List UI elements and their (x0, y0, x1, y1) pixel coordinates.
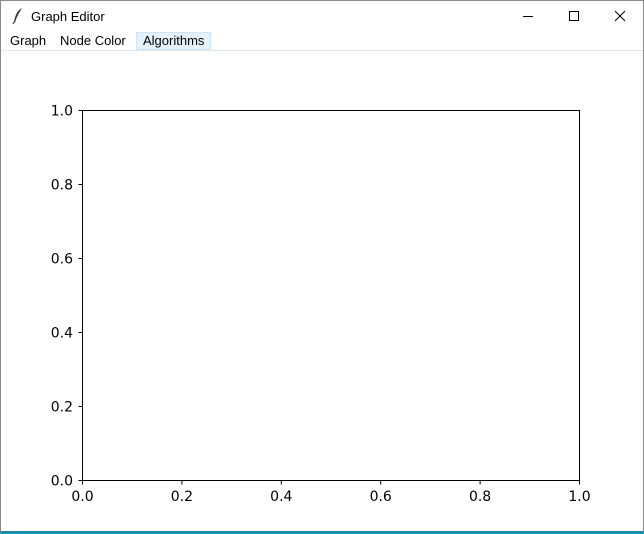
y-tick-label: 0.0 (51, 474, 73, 490)
minimize-icon (523, 16, 533, 17)
window-title: Graph Editor (31, 9, 105, 24)
title-bar[interactable]: Graph Editor (1, 1, 643, 31)
maximize-button[interactable] (551, 1, 597, 31)
plot-canvas[interactable]: 0.0 0.2 0.4 0.6 0.8 1.0 0.0 0.2 0.4 0.6 0.8 1.0 (1, 51, 643, 531)
x-tick-label: 0.4 (270, 489, 292, 505)
x-tick-label: 1.0 (568, 489, 590, 505)
y-tick-label: 0.6 (51, 252, 73, 268)
close-button[interactable] (597, 1, 643, 31)
plot-frame (82, 110, 580, 481)
y-tick-label: 0.2 (51, 400, 73, 416)
y-tick-label: 0.4 (51, 326, 73, 342)
x-tick-label: 0.8 (469, 489, 491, 505)
x-tick-label: 0.0 (71, 489, 93, 505)
chart-svg[interactable]: 0.0 0.2 0.4 0.6 0.8 1.0 0.0 0.2 0.4 0.6 0.8 1.0 (1, 51, 643, 531)
feather-icon (11, 7, 25, 25)
x-tick-label: 0.6 (370, 489, 392, 505)
menu-graph[interactable]: Graph (10, 33, 47, 48)
y-tick-label: 0.8 (51, 178, 73, 194)
x-tick-label: 0.2 (171, 489, 193, 505)
menu-node-color[interactable]: Node Color (60, 33, 126, 48)
minimize-button[interactable] (505, 1, 551, 31)
menu-bar: Graph Node Color Algorithms (1, 31, 643, 51)
maximize-icon (569, 11, 579, 21)
y-tick-label: 1.0 (51, 104, 73, 120)
close-icon (614, 10, 626, 22)
menu-algorithms[interactable]: Algorithms (136, 32, 212, 50)
